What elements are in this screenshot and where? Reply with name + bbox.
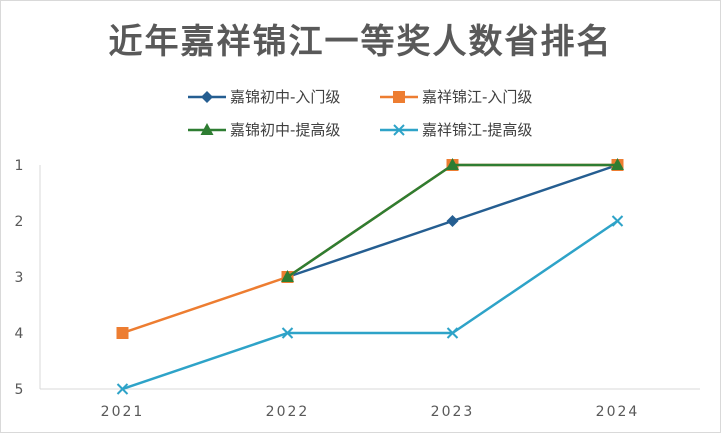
data-point-square [116,327,129,339]
legend-item: 嘉锦初中-提高级 [188,121,340,139]
data-point-triangle [611,158,624,170]
data-point-x [281,327,294,339]
legend-label: 嘉祥锦江-入门级 [422,88,532,106]
x-marker-stroke [281,327,294,339]
chart-title: 近年嘉祥锦江一等奖人数省排名 [108,22,613,62]
series-line [122,219,619,391]
legend-item: 嘉祥锦江-提高级 [380,121,532,139]
data-point-triangle [281,270,294,282]
x-marker-stroke [446,327,459,339]
series-1 [281,159,624,283]
data-point-x [116,383,129,395]
data-point-diamond [446,215,459,227]
y-tick-label: 3 [15,270,24,286]
x-marker-stroke [611,215,624,227]
series-3 [281,158,624,282]
data-point-square [393,91,405,103]
y-tick-label: 2 [15,214,24,230]
x-tick-label: 2022 [266,404,310,420]
y-tick-label: 1 [15,158,24,174]
x-tick-label: 2021 [101,404,145,420]
x-tick-label: 2023 [431,404,475,420]
data-point-diamond [201,91,213,103]
x-marker-stroke [116,383,129,395]
legend-label: 嘉锦初中-入门级 [230,88,340,106]
series-4 [116,215,624,395]
data-point-x [393,124,405,136]
y-tick-label: 4 [15,326,24,342]
legend-item: 嘉锦初中-入门级 [188,88,340,106]
legend-item: 嘉祥锦江-入门级 [380,88,532,106]
data-point-triangle [200,123,214,135]
y-tick-label: 5 [15,382,24,398]
legend-label: 嘉锦初中-提高级 [230,121,340,139]
data-point-x [446,327,459,339]
data-point-x [611,215,624,227]
x-marker-stroke [393,124,405,136]
x-tick-label: 2024 [596,404,640,420]
legend-label: 嘉祥锦江-提高级 [422,121,532,139]
data-point-triangle [446,158,459,170]
